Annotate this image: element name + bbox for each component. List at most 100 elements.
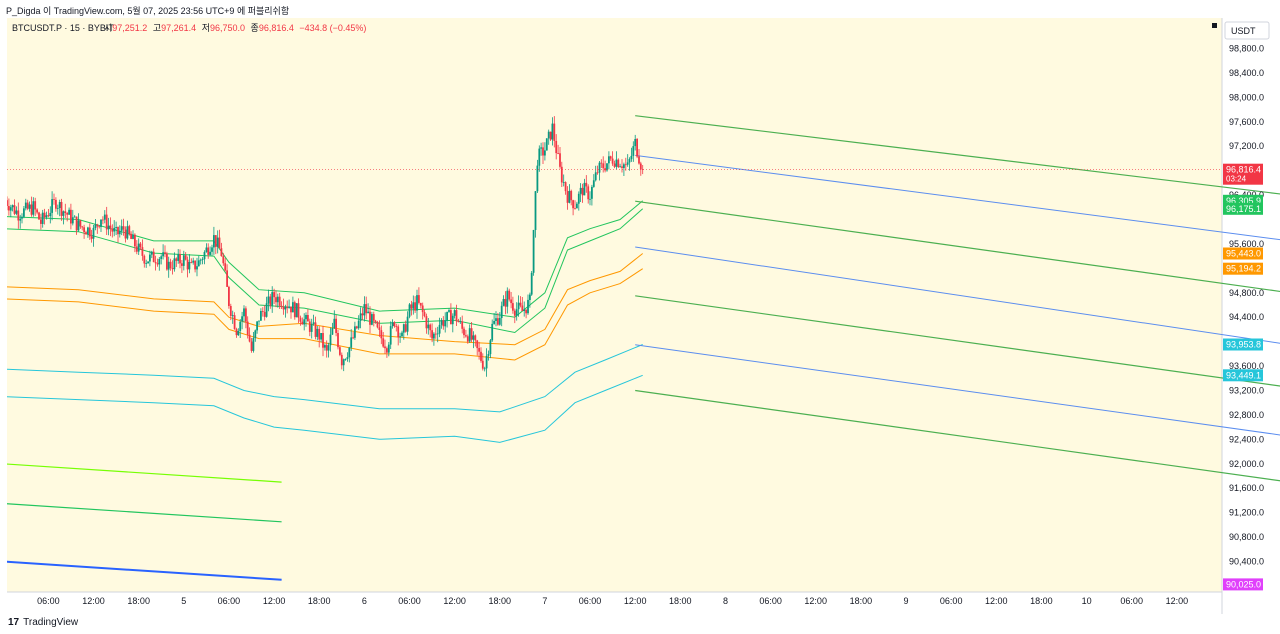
price-label-text: 90,025.0 [1226,579,1261,589]
candle-252 [478,341,480,360]
candle-209 [397,324,400,346]
candle-264 [500,301,503,327]
candle-110 [211,244,213,256]
candle-20 [41,209,44,228]
candle-295 [559,147,561,169]
candle-71 [137,238,140,255]
candle-276 [523,301,526,317]
candle-169 [322,325,324,357]
candle-229 [434,327,437,339]
candle-146 [278,292,281,309]
y-tick-label: 97,600.0 [1229,117,1264,127]
candle-177 [337,329,339,350]
candle-231 [438,317,441,338]
candle-256 [485,348,488,377]
candle-208 [395,323,398,332]
candle-149 [284,304,287,318]
candle-183 [348,346,351,363]
candle-72 [139,242,142,250]
candle-270 [512,296,514,314]
price-label-bg [1223,163,1263,185]
candle-297 [562,174,565,187]
candle-47 [92,225,95,247]
candle-148 [282,298,285,315]
settings-square-icon[interactable] [1212,23,1217,28]
candle-241 [457,318,460,323]
candle-27 [55,197,57,212]
candle-38 [75,216,78,235]
candle-279 [529,292,531,308]
candle-338 [639,161,642,176]
candle-5 [13,199,16,216]
candle-217 [412,295,415,315]
y-tick-label: 95,600.0 [1229,239,1264,249]
candle-158 [301,317,304,325]
candle-135 [258,320,260,326]
candle-129 [246,316,249,339]
price-label-5: 93,953.8 [1223,338,1263,351]
candle-186 [354,321,356,340]
candle-67 [130,231,132,240]
candle-112 [214,235,217,255]
candle-214 [406,311,409,336]
candle-70 [135,240,138,255]
x-tick-label: 5 [181,596,186,606]
x-tick-label: 12:00 [624,596,647,606]
candle-15 [32,197,35,217]
candlestick-chart[interactable]: 98,800.0 98,400.0 98,000.0 97,600.0 97,200.0… [7,18,1280,614]
candle-74 [143,254,146,268]
candle-123 [235,327,238,338]
candle-85 [164,245,166,258]
legend-symbol[interactable]: BTCUSDT.P · 15 · BYBIT [12,23,114,33]
legend-low-value: 96,750.0 [210,23,245,33]
candle-189 [359,307,362,329]
candle-198 [376,320,379,329]
candle-225 [427,318,430,335]
candle-170 [324,343,326,351]
candle-80 [154,255,157,271]
brand[interactable]: 17 TradingView [8,617,78,628]
candle-57 [111,224,114,238]
candle-102 [196,257,198,277]
publish-caption-bar: P_Digda 이 TradingView.com, 5월 07, 2025 2… [0,0,1280,18]
candle-58 [113,220,116,237]
candle-218 [414,296,416,313]
candle-108 [207,243,210,259]
candle-53 [103,210,106,224]
candle-164 [312,314,315,326]
channel-line-3 [635,246,1280,344]
candle-333 [630,147,633,162]
candle-202 [384,339,386,354]
plot-background [7,18,1222,592]
x-tick-label: 18:00 [127,596,150,606]
candle-182 [346,352,349,362]
currency-button[interactable] [1224,21,1270,40]
candle-172 [327,342,330,358]
candle-105 [201,257,204,265]
candle-13 [28,201,31,212]
candle-323 [611,151,614,166]
candle-222 [421,302,424,320]
price-label-bg [1223,262,1263,275]
x-tick-label: 9 [903,596,908,606]
candle-130 [248,327,251,343]
candle-223 [423,309,426,318]
candle-124 [237,328,240,336]
candle-48 [94,219,97,231]
legend-close-label: 종 [251,23,259,33]
candle-247 [468,324,471,343]
candle-250 [474,334,477,347]
candle-298 [564,181,567,195]
candle-109 [209,246,211,256]
candle-262 [497,313,499,326]
candle-312 [591,184,593,206]
price-axis[interactable]: 98,800.0 98,400.0 98,000.0 97,600.0 97,200.0… [1229,44,1264,567]
y-tick-label: 94,800.0 [1229,288,1264,298]
legend-open-label: 시 [104,23,112,33]
candle-265 [502,295,505,307]
candle-263 [498,312,501,326]
candle-43 [85,230,87,235]
candle-90 [173,252,176,272]
time-axis[interactable]: 06:00 12:00 18:00 5 06:00 12:00 18:00 6 06:00 12:… [37,596,1188,606]
chart-area[interactable]: 98,800.0 98,400.0 98,000.0 97,600.0 97,200.0… [7,18,1280,614]
